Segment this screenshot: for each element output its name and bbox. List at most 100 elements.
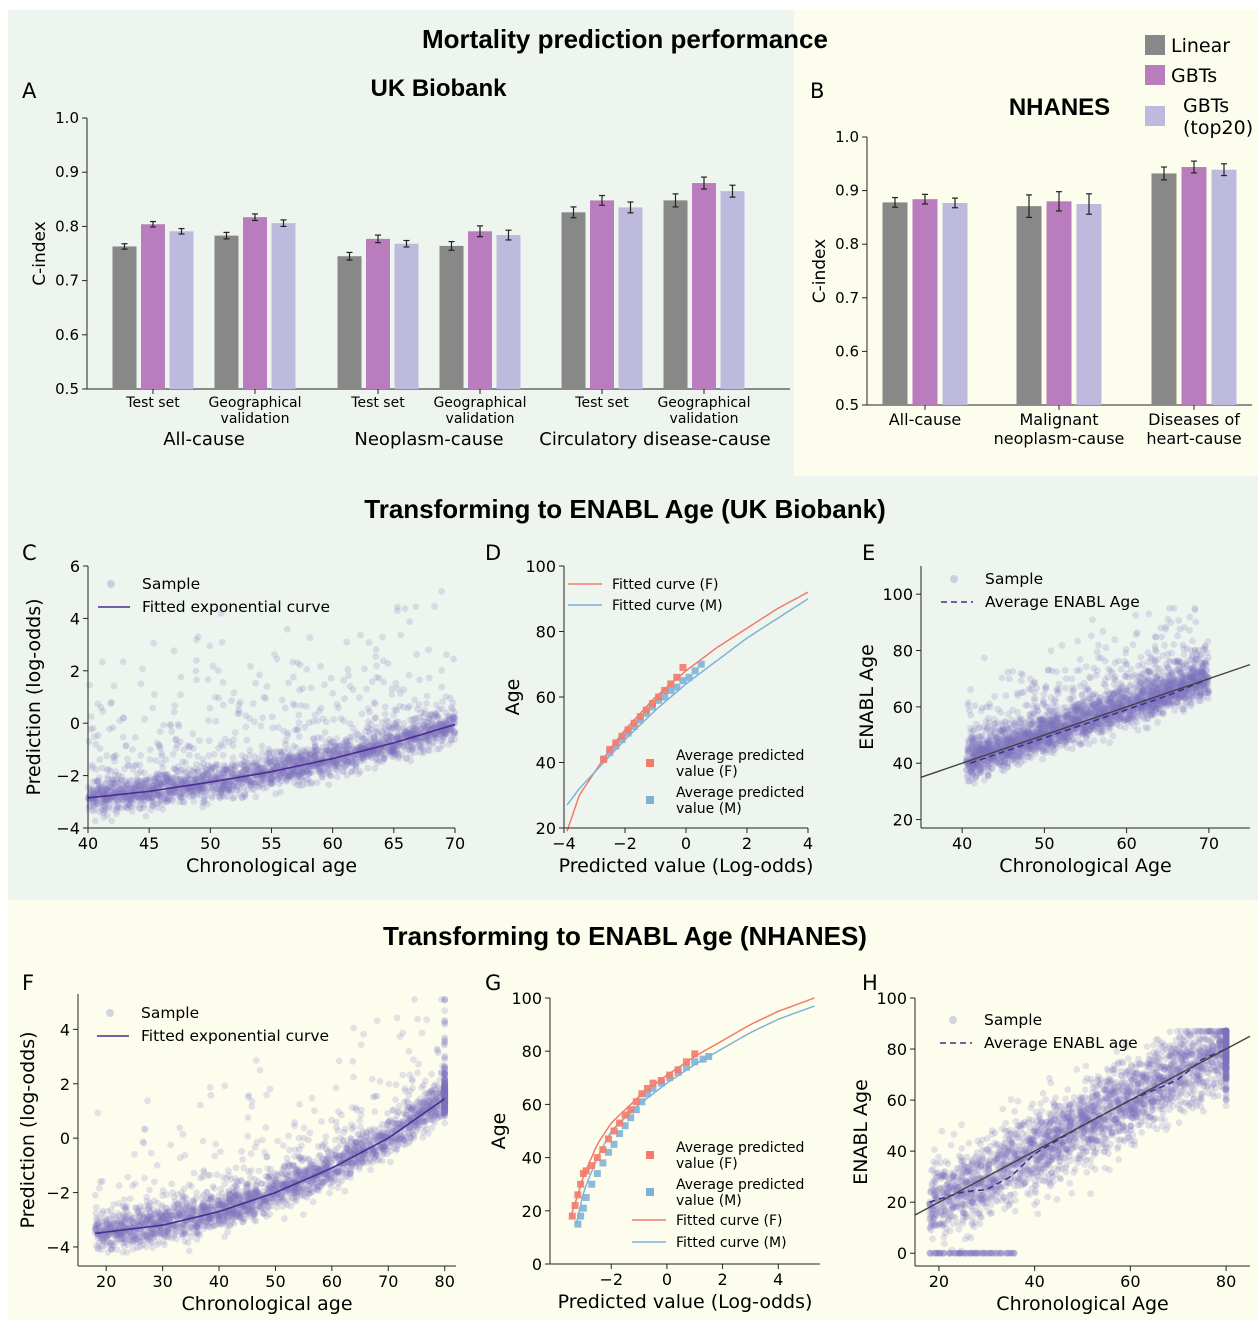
- sample-point: [1019, 671, 1027, 678]
- sample-point: [994, 705, 1002, 713]
- group-label: Circulatory disease-cause: [539, 429, 770, 450]
- sample-point: [412, 603, 420, 610]
- sample-point: [340, 717, 348, 725]
- sample-point: [1062, 675, 1070, 682]
- sample-point: [257, 722, 265, 730]
- sample-point: [447, 694, 454, 702]
- sample-point: [85, 738, 93, 745]
- sample-point: [137, 752, 145, 759]
- sample-point: [219, 742, 227, 750]
- sample-point: [178, 787, 186, 795]
- sample-point: [97, 798, 105, 806]
- x-tick-label: Diseases of: [1148, 410, 1240, 429]
- sample-point: [1145, 610, 1153, 618]
- bar-gbts-top20-: [169, 231, 194, 389]
- sample-point: [311, 752, 319, 760]
- sample-point: [86, 681, 94, 689]
- sample-point: [436, 745, 444, 752]
- sample-point: [205, 737, 213, 744]
- sample-point: [405, 730, 413, 737]
- sample-point: [361, 665, 368, 673]
- sample-point: [424, 723, 432, 730]
- sample-point: [297, 702, 305, 709]
- sample-point: [321, 728, 329, 736]
- sample-point: [264, 745, 272, 753]
- x-tick-label: 2: [742, 834, 752, 853]
- sample-point: [115, 784, 123, 792]
- sample-point: [200, 760, 207, 768]
- sample-point: [215, 694, 223, 702]
- sample-point: [340, 756, 348, 764]
- sample-point: [226, 783, 234, 790]
- sample-point: [284, 732, 291, 739]
- sample-point: [980, 654, 988, 662]
- sample-point: [365, 725, 373, 732]
- sample-point: [242, 765, 250, 773]
- sample-point: [448, 736, 456, 744]
- sample-point: [283, 771, 291, 779]
- sample-point: [439, 728, 447, 735]
- y-tick-label: 0.6: [835, 342, 859, 360]
- sample-point: [381, 723, 388, 731]
- sample-point: [1191, 606, 1199, 614]
- sample-point: [261, 765, 269, 772]
- average-point-m: [667, 686, 675, 694]
- sample-point: [275, 748, 283, 756]
- sample-point: [160, 721, 168, 729]
- x-tick-label: 40: [78, 834, 98, 853]
- sample-point: [228, 697, 235, 705]
- sample-point: [197, 788, 204, 796]
- sample-point: [303, 757, 310, 764]
- bar-gbts-top20-: [720, 191, 745, 389]
- sample-point: [88, 713, 95, 720]
- sample-point: [1000, 767, 1008, 775]
- sample-point: [249, 700, 257, 707]
- x-tick-label: validation: [221, 411, 290, 427]
- y-tick-label: 100: [525, 557, 556, 576]
- sample-point: [991, 692, 998, 700]
- sample-point: [141, 801, 148, 809]
- sample-point: [323, 718, 330, 726]
- sample-point: [325, 747, 333, 755]
- sample-point: [351, 766, 359, 774]
- sample-point: [441, 717, 448, 725]
- sample-point: [145, 794, 153, 802]
- sample-point: [168, 728, 176, 735]
- sample-point: [146, 756, 154, 763]
- sample-point: [111, 788, 119, 796]
- sample-point: [406, 702, 413, 710]
- sample-point: [261, 773, 268, 781]
- sample-point: [176, 798, 184, 806]
- sample-point: [393, 707, 401, 714]
- sample-point: [266, 754, 274, 762]
- bg-panel-a: [8, 10, 794, 476]
- sample-point: [273, 655, 281, 663]
- sample-point: [99, 658, 106, 666]
- sample-point: [986, 703, 994, 711]
- sample-point: [263, 683, 271, 690]
- sample-point: [290, 673, 297, 681]
- sample-point: [294, 725, 301, 733]
- y-axis-label: C-index: [30, 221, 50, 286]
- sample-point: [1189, 637, 1196, 645]
- sample-point: [411, 715, 418, 723]
- sample-point: [363, 751, 371, 759]
- sample-point: [241, 790, 249, 797]
- x-tick-label: Geographical: [208, 395, 301, 411]
- sample-point: [128, 808, 136, 815]
- legend-label: Average predicted: [676, 785, 804, 801]
- sample-point: [146, 746, 154, 753]
- sample-point: [228, 782, 236, 789]
- sample-point: [98, 806, 106, 814]
- sample-point: [170, 765, 178, 772]
- average-point-f: [661, 686, 669, 694]
- x-tick-label: Test set: [574, 395, 629, 411]
- sample-point: [177, 691, 184, 699]
- sample-point: [1170, 641, 1178, 648]
- sample-point: [1005, 675, 1013, 683]
- sample-point: [320, 766, 328, 774]
- sample-point: [1068, 675, 1076, 683]
- sample-point: [229, 795, 237, 802]
- sample-point: [967, 686, 974, 693]
- sample-point: [1099, 736, 1107, 744]
